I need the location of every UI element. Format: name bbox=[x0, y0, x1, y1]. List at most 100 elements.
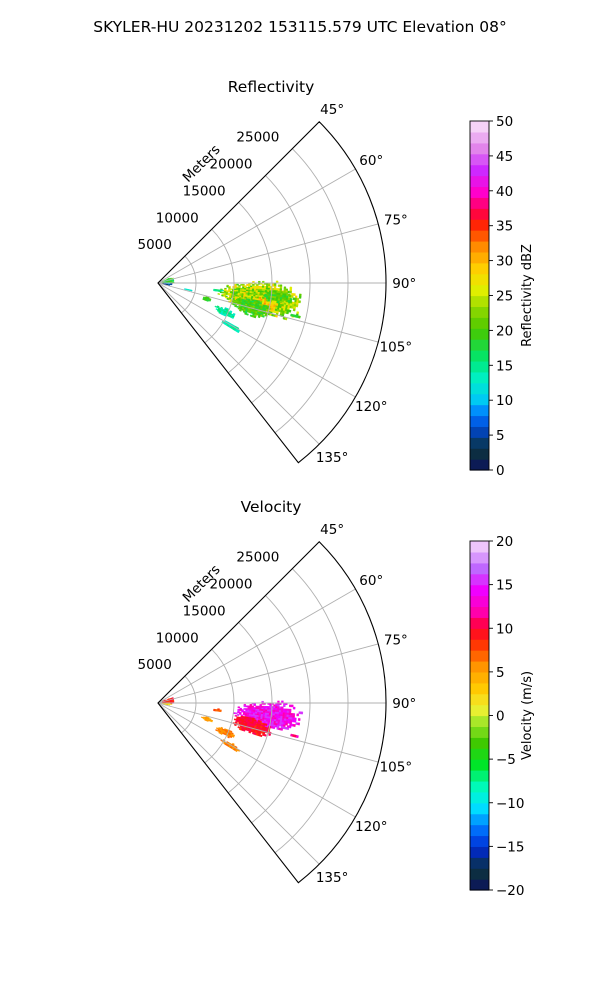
reflectivity-echo-6 bbox=[215, 306, 236, 319]
reflectivity-echo-bin bbox=[221, 290, 223, 291]
velocity-echo-bin bbox=[253, 724, 255, 726]
velocity-echo-bin bbox=[275, 707, 277, 709]
velocity-colorbar-level bbox=[470, 705, 489, 717]
reflectivity-azimuth-tick-label: 75° bbox=[384, 212, 408, 228]
reflectivity-echo-bin bbox=[241, 284, 243, 285]
reflectivity-echo-bin bbox=[280, 285, 282, 287]
reflectivity-echo-bin bbox=[262, 281, 264, 283]
velocity-echo-bin bbox=[168, 705, 170, 706]
reflectivity-colorbar-level bbox=[470, 241, 489, 253]
reflectivity-colorbar-level bbox=[470, 208, 489, 220]
reflectivity-echo-7 bbox=[222, 320, 240, 333]
reflectivity-colorbar-tick-label: 0 bbox=[496, 463, 505, 479]
velocity-echo-bin bbox=[268, 734, 270, 736]
velocity-echo-bin bbox=[217, 710, 219, 711]
reflectivity-colorbar-level bbox=[470, 328, 489, 340]
velocity-colorbar-level bbox=[470, 868, 489, 880]
velocity-echo-bin bbox=[285, 709, 287, 711]
velocity-panel: Velocity500010000150002000025000Meters45… bbox=[138, 498, 535, 899]
reflectivity-echo-bin bbox=[298, 316, 301, 319]
reflectivity-colorbar-level bbox=[470, 405, 489, 417]
reflectivity-azimuth-gridline bbox=[158, 224, 378, 283]
reflectivity-colorbar-level bbox=[470, 306, 489, 318]
velocity-colorbar-tick-label: −10 bbox=[496, 796, 525, 812]
reflectivity-echo-bin bbox=[262, 297, 264, 299]
velocity-echo-3 bbox=[213, 709, 221, 712]
reflectivity-azimuth-tick-label: 135° bbox=[316, 450, 349, 466]
velocity-echo-bin bbox=[291, 705, 293, 707]
velocity-azimuth-tick-label: 75° bbox=[384, 632, 408, 648]
velocity-colorbar-level bbox=[470, 792, 489, 804]
velocity-echo-bin bbox=[275, 705, 277, 707]
velocity-echo-bin bbox=[252, 706, 254, 708]
reflectivity-colorbar-level bbox=[470, 165, 489, 177]
reflectivity-echo-bin bbox=[293, 309, 295, 312]
velocity-colorbar-level bbox=[470, 737, 489, 749]
velocity-echo-bin bbox=[274, 705, 276, 707]
velocity-echo-bin bbox=[281, 701, 283, 703]
reflectivity-echo-bin bbox=[280, 287, 282, 289]
reflectivity-colorbar-level bbox=[470, 274, 489, 286]
reflectivity-colorbar-tick-label: 50 bbox=[496, 114, 513, 130]
reflectivity-echo-bin bbox=[262, 315, 264, 317]
reflectivity-echo-bin bbox=[218, 293, 220, 294]
reflectivity-azimuth-tick-label: 45° bbox=[320, 102, 344, 118]
velocity-colorbar-level bbox=[470, 803, 489, 815]
velocity-echo-bin bbox=[269, 710, 271, 712]
reflectivity-range-ring bbox=[181, 256, 196, 313]
velocity-echo-bin bbox=[264, 734, 266, 736]
reflectivity-echo-bin bbox=[228, 291, 230, 292]
velocity-echo-bin bbox=[215, 710, 217, 711]
velocity-echo-bin bbox=[298, 718, 300, 720]
velocity-azimuth-gridline bbox=[158, 644, 378, 703]
reflectivity-echo-bin bbox=[274, 286, 276, 288]
reflectivity-echo-bin bbox=[188, 290, 190, 291]
reflectivity-range-tick-label: 15000 bbox=[183, 183, 226, 199]
velocity-colorbar-level bbox=[470, 683, 489, 695]
velocity-range-ring bbox=[181, 676, 196, 733]
reflectivity-echo-bin bbox=[230, 289, 232, 290]
reflectivity-echo-bin bbox=[265, 314, 267, 316]
velocity-colorbar-tick-label: 0 bbox=[496, 709, 505, 725]
reflectivity-colorbar-level bbox=[470, 132, 489, 144]
velocity-colorbar-tick-label: 10 bbox=[496, 621, 513, 637]
reflectivity-echo-bin bbox=[291, 295, 293, 297]
reflectivity-colorbar-level bbox=[470, 361, 489, 373]
reflectivity-echo-bin bbox=[286, 289, 288, 291]
reflectivity-colorbar-level bbox=[470, 383, 489, 395]
velocity-colorbar-tick-label: −5 bbox=[496, 752, 516, 768]
velocity-echo-bin bbox=[286, 723, 288, 725]
reflectivity-colorbar-level bbox=[470, 143, 489, 155]
velocity-echo-bin bbox=[258, 722, 260, 724]
reflectivity-panel: Reflectivity500010000150002000025000Mete… bbox=[138, 78, 535, 479]
reflectivity-echo-bin bbox=[276, 281, 278, 283]
velocity-echo-bin bbox=[236, 720, 238, 722]
reflectivity-echo-bin bbox=[298, 301, 300, 304]
reflectivity-colorbar-level bbox=[470, 437, 489, 449]
velocity-colorbar-tick-label: 20 bbox=[496, 534, 513, 550]
velocity-colorbar-level bbox=[470, 585, 489, 597]
reflectivity-echo-bin bbox=[280, 301, 282, 303]
velocity-range-tick-label: 5000 bbox=[138, 657, 172, 673]
reflectivity-azimuth-tick-label: 120° bbox=[355, 399, 388, 415]
reflectivity-title: Reflectivity bbox=[228, 78, 315, 96]
velocity-echo-bin bbox=[294, 720, 296, 722]
reflectivity-echo-bin bbox=[296, 305, 298, 308]
velocity-echo-bin bbox=[299, 712, 301, 714]
velocity-echo-bin bbox=[235, 715, 237, 717]
velocity-echo-bin bbox=[239, 713, 241, 715]
reflectivity-colorbar-tick-label: 45 bbox=[496, 149, 513, 165]
reflectivity-echo-bin bbox=[299, 296, 301, 298]
velocity-colorbar-level bbox=[470, 574, 489, 586]
velocity-colorbar-tick-label: 5 bbox=[496, 665, 505, 681]
velocity-echo-bin bbox=[270, 706, 272, 708]
reflectivity-range-tick-label: 10000 bbox=[156, 210, 199, 226]
reflectivity-echo-9 bbox=[290, 314, 300, 319]
reflectivity-echo-bin bbox=[190, 290, 192, 291]
velocity-title: Velocity bbox=[241, 498, 302, 516]
reflectivity-azimuth-tick-label: 60° bbox=[359, 153, 383, 169]
reflectivity-echo-bin bbox=[282, 299, 284, 301]
reflectivity-echo-bin bbox=[217, 290, 219, 291]
